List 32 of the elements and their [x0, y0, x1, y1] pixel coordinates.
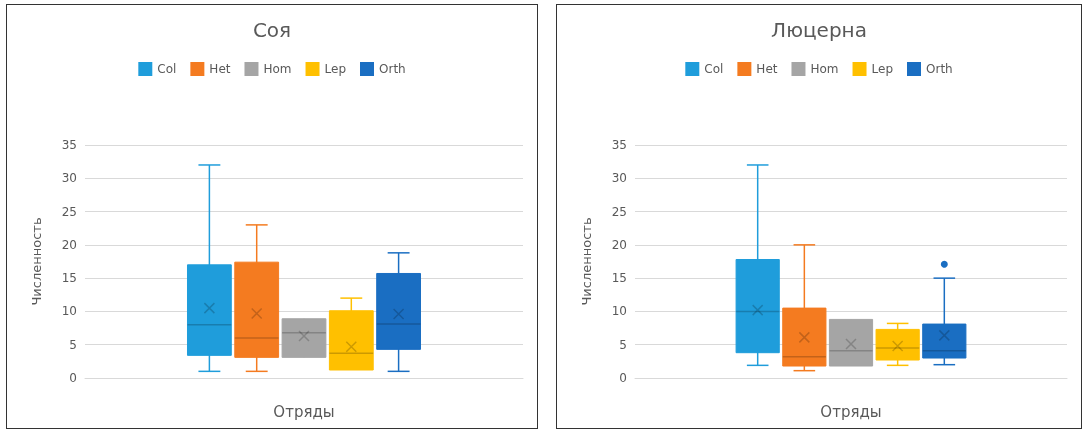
- y-tick-label: 5: [69, 337, 77, 352]
- y-tick-label: 10: [611, 304, 627, 319]
- legend-label: Lep: [324, 62, 347, 76]
- y-tick-label: 25: [611, 204, 627, 219]
- y-tick-label: 10: [61, 304, 77, 319]
- chart-title: Люцерна: [771, 18, 867, 42]
- legend-label: Col: [704, 62, 724, 76]
- y-tick-label: 5: [619, 337, 627, 352]
- y-tick-label: 0: [69, 371, 77, 385]
- legend-label: Hom: [263, 62, 292, 76]
- x-axis-title: Отряды: [820, 402, 882, 421]
- y-tick-label: 25: [61, 204, 77, 219]
- y-tick-label: 35: [61, 138, 77, 152]
- legend-label: Orth: [379, 62, 406, 76]
- y-axis-title: Численность: [579, 217, 594, 306]
- legend-label: Col: [157, 62, 177, 76]
- x-axis-title: Отряды: [273, 402, 335, 421]
- legend-label: Het: [756, 62, 778, 76]
- y-axis-title: Численность: [29, 217, 44, 306]
- y-tick-label: 0: [619, 371, 627, 385]
- legend-label: Hom: [810, 62, 839, 76]
- legend-label: Lep: [871, 62, 894, 76]
- y-tick-label: 20: [61, 237, 77, 252]
- legend-label: Orth: [926, 62, 953, 76]
- y-tick-label: 20: [611, 237, 627, 252]
- y-tick-label: 15: [611, 271, 627, 286]
- chart-title: Соя: [252, 18, 292, 42]
- y-tick-label: 30: [61, 171, 77, 186]
- y-tick-label: 35: [611, 138, 627, 152]
- y-tick-label: 15: [61, 271, 77, 286]
- y-tick-label: 30: [611, 171, 627, 186]
- legend-label: Het: [209, 62, 231, 76]
